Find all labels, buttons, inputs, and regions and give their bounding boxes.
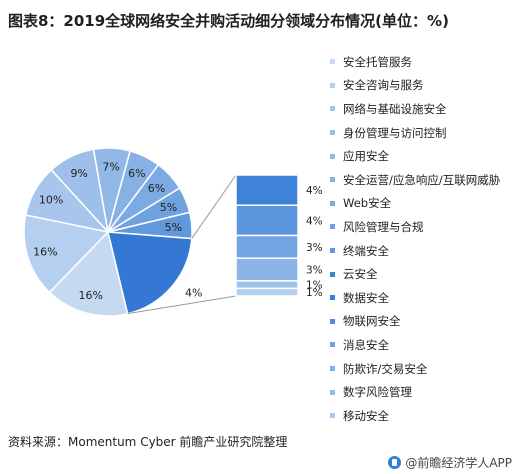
bar-label-2: 3% xyxy=(306,242,323,254)
legend-swatch xyxy=(330,82,335,88)
legend-swatch xyxy=(330,153,335,159)
legend-label: 消息安全 xyxy=(343,337,389,352)
legend-swatch xyxy=(330,248,335,254)
legend-label: 安全托管服务 xyxy=(343,54,412,69)
legend-swatch xyxy=(330,295,335,301)
pie-label-5: 6% xyxy=(128,167,145,180)
legend-item: 安全运营/应急响应/互联网威胁 xyxy=(330,168,500,192)
connector-top xyxy=(191,174,237,239)
bar-segment-2 xyxy=(235,234,299,259)
data-labels: 16% 16% 10% 9% 7% 6%6% 5% 5% 4% 4% 4% 3% 3% 1%1% xyxy=(33,161,323,303)
legend-swatch xyxy=(330,389,335,395)
pie-slice-other xyxy=(107,231,193,315)
legend-item: 应用安全 xyxy=(330,144,500,168)
pie-label-2: 10% xyxy=(39,194,63,207)
pie-slice-1 xyxy=(23,214,110,294)
pie-label-3: 9% xyxy=(70,167,87,180)
legend-item: 防欺诈/交易安全 xyxy=(330,357,500,381)
pie-label-6: 6% xyxy=(148,182,165,195)
legend-label: 防欺诈/交易安全 xyxy=(343,361,428,376)
bar-segment-4 xyxy=(235,280,299,290)
pie-label-7: 5% xyxy=(160,201,177,214)
legend-item: 风险管理与合规 xyxy=(330,215,500,239)
bar-label-0: 4% xyxy=(306,185,323,197)
legend-label: 安全咨询与服务 xyxy=(343,78,424,93)
bar-label-5: 1% xyxy=(306,287,323,299)
legend-item: 物联网安全 xyxy=(330,310,500,334)
legend-swatch xyxy=(330,59,335,65)
legend-label: 网络与基础设施安全 xyxy=(343,101,447,116)
legend-label: 云安全 xyxy=(343,267,378,282)
pie-label-9: 4% xyxy=(185,286,202,299)
legend-swatch xyxy=(330,318,335,324)
source-note: 资料来源：Momentum Cyber 前瞻产业研究院整理 xyxy=(8,435,288,449)
stacked-bar xyxy=(235,174,299,297)
legend: 安全托管服务 安全咨询与服务网络与基础设施安全 身份管理与访问控制 应用安全安全运营/… xyxy=(330,50,500,428)
connector-lines xyxy=(127,174,237,315)
bar-segment-3 xyxy=(235,257,299,282)
legend-swatch xyxy=(330,413,335,419)
legend-swatch xyxy=(330,342,335,348)
legend-swatch xyxy=(330,177,335,183)
legend-item: 网络与基础设施安全 xyxy=(330,97,500,121)
footer-brand-text: @前瞻经济学人APP xyxy=(405,456,512,470)
bar-label-3: 3% xyxy=(306,265,323,277)
legend-label: 物联网安全 xyxy=(343,314,401,329)
legend-label: 风险管理与合规 xyxy=(343,219,424,234)
legend-item: 数据安全 xyxy=(330,286,500,310)
legend-swatch xyxy=(330,130,335,136)
pie-slice-0 xyxy=(48,230,129,317)
legend-label: 身份管理与访问控制 xyxy=(343,125,447,140)
legend-label: 终端安全 xyxy=(343,243,389,258)
legend-label: 移动安全 xyxy=(343,408,389,423)
legend-swatch xyxy=(330,271,335,277)
legend-item: Web安全 xyxy=(330,192,500,216)
legend-item: 安全咨询与服务 xyxy=(330,74,500,98)
legend-item: 移动安全 xyxy=(330,404,500,428)
pie-label-0: 16% xyxy=(78,289,102,302)
legend-swatch xyxy=(330,200,335,206)
legend-label: Web安全 xyxy=(343,196,392,211)
chart-title: 图表8：2019全球网络安全并购活动细分领域分布情况(单位：%) xyxy=(8,12,449,30)
legend-label: 安全运营/应急响应/互联网威胁 xyxy=(343,172,501,187)
legend-item: 身份管理与访问控制 xyxy=(330,121,500,145)
pie-label-4: 7% xyxy=(102,161,119,174)
legend-item: 消息安全 xyxy=(330,333,500,357)
footer-brand: @前瞻经济学人APP xyxy=(388,454,512,471)
legend-item: 云安全 xyxy=(330,262,500,286)
pie-slices xyxy=(23,147,193,317)
bar-segment-5 xyxy=(235,287,299,297)
legend-swatch xyxy=(330,224,335,230)
legend-label: 数字风险管理 xyxy=(343,385,412,400)
legend-swatch xyxy=(330,106,335,112)
bar-label-4: 1% xyxy=(306,280,323,292)
legend-item: 终端安全 xyxy=(330,239,500,263)
bar-segment-1 xyxy=(235,204,299,237)
bar-segment-0 xyxy=(235,174,299,206)
brand-logo-icon xyxy=(388,456,402,469)
connector-bottom xyxy=(127,295,237,315)
pie-label-8: 5% xyxy=(165,221,182,234)
pie-label-1: 16% xyxy=(33,245,57,258)
legend-item: 数字风险管理 xyxy=(330,380,500,404)
bar-label-1: 4% xyxy=(306,215,323,227)
legend-label: 应用安全 xyxy=(343,149,389,164)
legend-swatch xyxy=(330,366,335,372)
legend-label: 数据安全 xyxy=(343,290,389,305)
legend-item: 安全托管服务 xyxy=(330,50,500,74)
